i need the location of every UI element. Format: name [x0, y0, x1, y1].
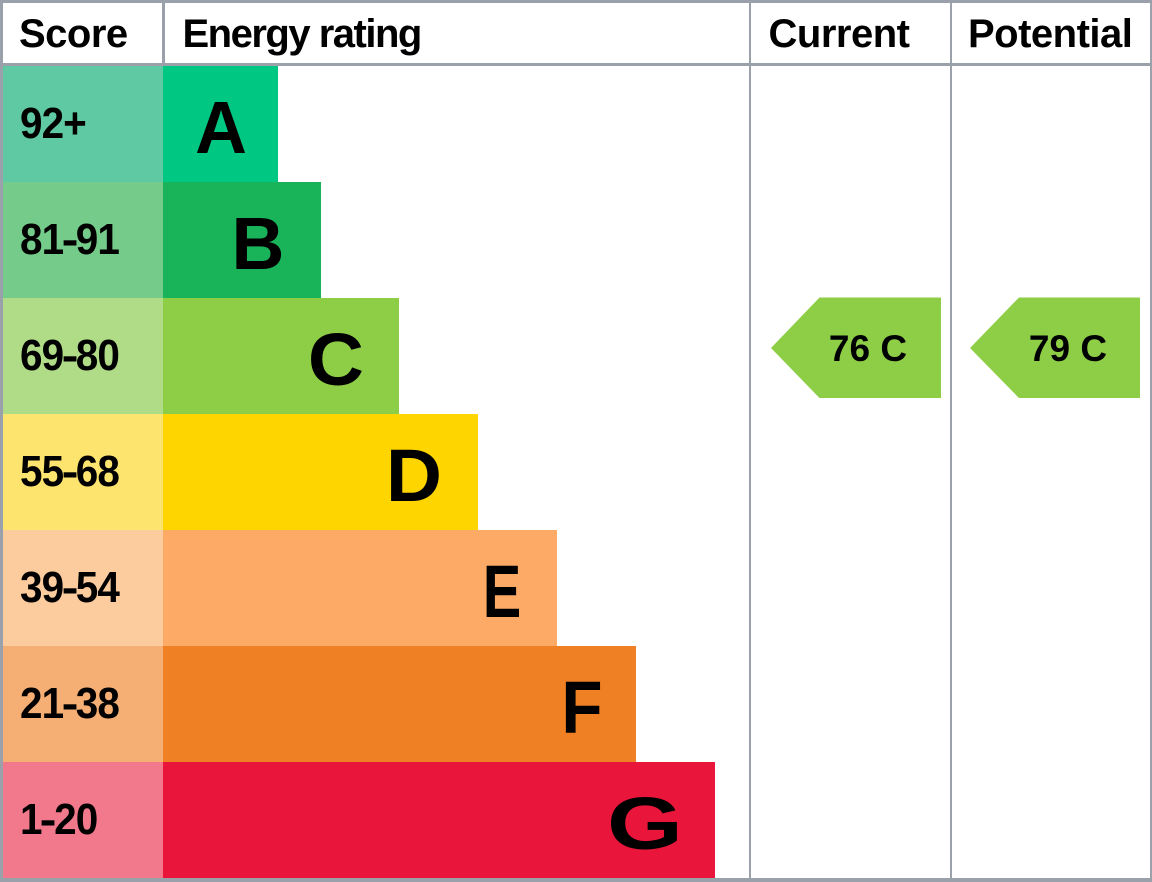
svg-text:76 C: 76 C [829, 328, 907, 369]
svg-text:79 C: 79 C [1029, 328, 1107, 369]
